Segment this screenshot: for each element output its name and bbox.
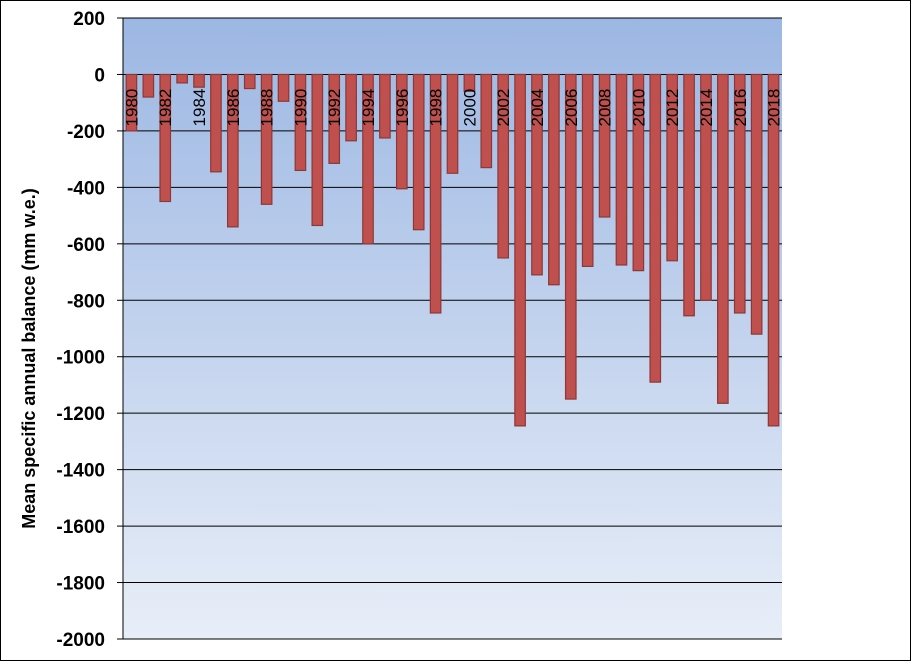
bar-2007: [581, 73, 594, 267]
bar-2012: [666, 73, 679, 262]
x-tick-label: 1996: [393, 89, 412, 127]
bar-1991: [311, 73, 324, 227]
bar-1993: [345, 73, 357, 142]
x-tick-label: 2000: [460, 89, 479, 127]
y-axis-label: Mean specific annual balance (mm w.e.): [19, 188, 39, 528]
x-tick-label: 2018: [765, 89, 784, 127]
bar-2000: [463, 73, 476, 92]
bar-1989: [277, 73, 290, 102]
x-tick-label: 1990: [291, 89, 310, 127]
bar-1984: [193, 73, 205, 88]
x-tick-labels: 1980 1982 1984 1986 1988 1990 1992 1994 1996 1998…: [122, 89, 783, 127]
y-tick-label: 200: [73, 9, 105, 30]
bar-2003: [514, 73, 526, 427]
x-tick-label: 1988: [258, 89, 277, 127]
bar-2016: [733, 73, 746, 314]
bar-1982: [159, 73, 172, 203]
bar-1980: [125, 73, 138, 132]
x-tick-label: 1992: [325, 89, 344, 127]
y-tick-label: 0: [94, 65, 105, 86]
y-tick-label: -2000: [56, 630, 105, 651]
bar-1985: [210, 73, 222, 173]
bar-1999: [446, 73, 459, 174]
bar-2015: [717, 73, 729, 404]
x-tick-label: 2010: [629, 89, 648, 127]
bar-2005: [548, 73, 560, 286]
bar-2018: [767, 73, 780, 427]
y-tick-label: -800: [67, 291, 105, 312]
x-tick-label: 2004: [528, 89, 547, 127]
bar-1988: [260, 73, 273, 205]
y-tick-label: -400: [67, 178, 105, 199]
bar-2001: [480, 73, 493, 169]
bar-1998: [429, 73, 442, 314]
x-tick-label: 1980: [122, 89, 141, 127]
bar-1981: [142, 73, 155, 98]
x-tick-label: 2014: [697, 89, 716, 127]
bar-1987: [243, 73, 256, 90]
x-tick-label: 1986: [224, 89, 243, 127]
x-tick-label: 1984: [190, 89, 209, 127]
bar-2014: [700, 73, 712, 301]
bar-2006: [564, 73, 577, 400]
bar-2009: [615, 73, 628, 266]
bar-2011: [649, 73, 662, 383]
bar-2010: [632, 73, 645, 272]
x-tick-label: 2012: [663, 89, 682, 127]
bar-1996: [395, 73, 408, 190]
bars: [125, 73, 780, 427]
bar-2013: [683, 73, 695, 317]
x-tick-label: 2008: [596, 89, 615, 127]
y-tick-label: -1200: [56, 404, 105, 425]
bar-2008: [598, 73, 611, 218]
bar-1983: [176, 73, 188, 84]
y-tick-label: -1800: [56, 574, 105, 595]
y-tick-label: -1600: [56, 517, 105, 538]
x-tick-label: 1982: [156, 89, 175, 127]
y-tick-label: -1400: [56, 461, 105, 482]
bar-1997: [412, 73, 425, 231]
x-tick-label: 2002: [494, 89, 513, 127]
x-tick-label: 2016: [731, 89, 750, 127]
y-tick-label: -600: [67, 235, 105, 256]
x-tick-label: 1998: [427, 89, 446, 127]
y-tick-labels: 200 0 -200 -400 -600 -800 -1000 -1200 -1400 -1600…: [56, 9, 105, 651]
x-tick-label: 1994: [359, 89, 378, 127]
y-tick-label: -200: [67, 122, 105, 143]
bar-1986: [226, 73, 239, 228]
bar-1995: [379, 73, 391, 139]
x-tick-label: 2006: [562, 89, 581, 127]
y-tick-label: -1000: [56, 348, 105, 369]
bar-1992: [328, 73, 341, 164]
bar-2002: [497, 73, 510, 259]
bar-2017: [750, 73, 763, 335]
bar-1990: [294, 73, 307, 172]
bar-2004: [531, 73, 543, 276]
bar-1994: [362, 73, 374, 245]
